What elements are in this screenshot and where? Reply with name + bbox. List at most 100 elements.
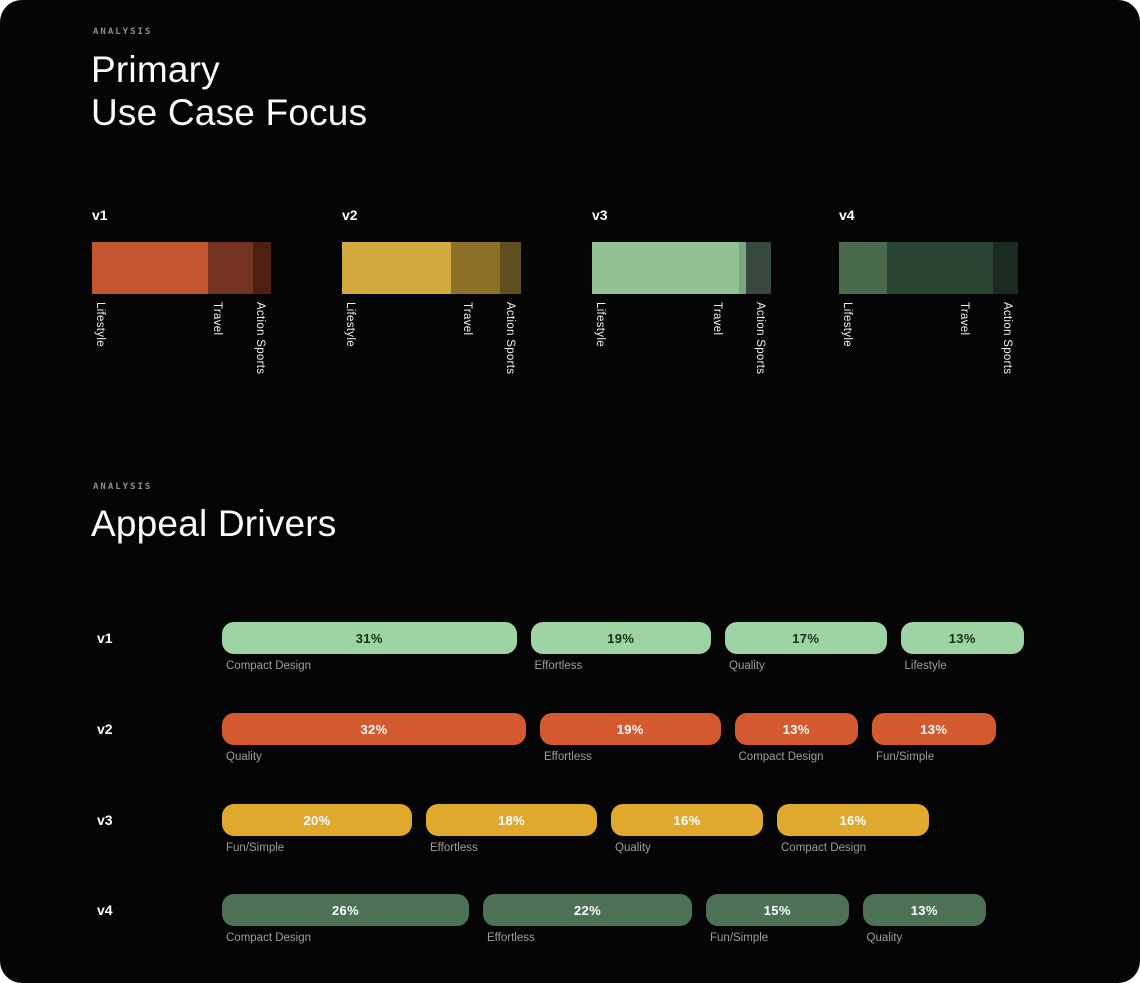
appeal-bar: 22% Effortless xyxy=(483,894,692,944)
pill-label: Compact Design xyxy=(781,842,867,854)
use-case-chart-v3: v3 Lifestyle Travel Action Sports xyxy=(592,207,772,402)
pill-value: 13% xyxy=(910,902,938,918)
appeal-pill: 19% xyxy=(530,622,711,654)
axis-labels: Lifestyle Travel Action Sports xyxy=(342,302,522,402)
bar-segment-travel xyxy=(208,242,254,294)
pill-value: 16% xyxy=(839,812,867,828)
appeal-pill: 19% xyxy=(540,713,721,745)
pill-label: Fun/Simple xyxy=(710,932,769,944)
stacked-bar xyxy=(342,242,521,294)
appeal-bar: 13% Quality xyxy=(862,894,986,944)
appeal-pill: 32% xyxy=(222,713,526,745)
pill-value: 17% xyxy=(792,630,820,646)
pill-label: Compact Design xyxy=(738,751,824,763)
pill-value: 26% xyxy=(332,902,359,918)
use-case-title: Primary Use Case Focus xyxy=(91,48,367,134)
appeal-bar: 13% Fun/Simple xyxy=(872,713,996,763)
use-case-chart-v1: v1 Lifestyle Travel Action Sports xyxy=(92,207,272,402)
pill-label: Effortless xyxy=(534,660,583,672)
pill-label: Fun/Simple xyxy=(876,751,935,763)
appeal-bar: 16% Compact Design xyxy=(777,804,929,854)
bar-segment-travel xyxy=(451,242,500,294)
use-case-eyebrow: ANALYSIS xyxy=(93,27,153,37)
appeal-bar: 17% Quality xyxy=(725,622,887,672)
appeal-row-v1: v1 31% Compact Design 19% Effortless 17%… xyxy=(0,622,1140,682)
bar-segment-lifestyle xyxy=(342,242,452,294)
appeal-bar: 19% Effortless xyxy=(530,622,711,672)
axis-labels: Lifestyle Travel Action Sports xyxy=(92,302,272,402)
pill-track: 20% Fun/Simple 18% Effortless 16% Qualit… xyxy=(222,804,929,854)
bar-segment-travel xyxy=(887,242,993,294)
axis-label-lifestyle: Lifestyle xyxy=(94,302,106,347)
appeal-pill: 13% xyxy=(900,622,1024,654)
pill-value: 19% xyxy=(616,721,644,737)
axis-label-action-sports: Action Sports xyxy=(754,302,766,375)
pill-label: Effortless xyxy=(430,842,478,854)
pill-track: 31% Compact Design 19% Effortless 17% Qu… xyxy=(222,622,1024,672)
pill-value: 18% xyxy=(498,812,525,828)
row-label: v2 xyxy=(97,721,113,737)
appeal-bar: 13% Compact Design xyxy=(734,713,858,763)
appeal-pill: 13% xyxy=(872,713,996,745)
axis-label-travel: Travel xyxy=(958,302,970,336)
appeal-bar: 31% Compact Design xyxy=(222,622,517,672)
appeal-pill: 18% xyxy=(426,804,597,836)
appeal-bar: 18% Effortless xyxy=(426,804,597,854)
bar-segment-action-sports xyxy=(253,242,271,294)
appeal-pill: 20% xyxy=(222,804,412,836)
pill-value: 32% xyxy=(360,721,388,737)
use-case-chart-v2: v2 Lifestyle Travel Action Sports xyxy=(342,207,522,402)
bar-segment-lifestyle xyxy=(592,242,739,294)
appeal-eyebrow: ANALYSIS xyxy=(93,482,153,492)
pill-label: Quality xyxy=(866,932,903,944)
bar-segment-travel xyxy=(738,242,746,294)
pill-value: 20% xyxy=(303,812,331,828)
variant-label: v1 xyxy=(92,207,108,223)
pill-value: 16% xyxy=(673,812,701,828)
variant-label: v2 xyxy=(342,207,358,223)
appeal-bar: 20% Fun/Simple xyxy=(222,804,412,854)
appeal-pill: 17% xyxy=(725,622,887,654)
appeal-bar: 19% Effortless xyxy=(540,713,721,763)
pill-value: 13% xyxy=(782,721,810,737)
variant-label: v3 xyxy=(592,207,608,223)
appeal-pill: 13% xyxy=(734,713,858,745)
use-case-charts: v1 Lifestyle Travel Action Sports v2 Lif… xyxy=(92,207,1052,397)
pill-label: Effortless xyxy=(544,751,592,763)
appeal-bar: 15% Fun/Simple xyxy=(706,894,849,944)
pill-value: 22% xyxy=(574,902,601,918)
appeal-pill: 13% xyxy=(862,894,986,926)
appeal-pill: 15% xyxy=(706,894,849,926)
axis-label-lifestyle: Lifestyle xyxy=(594,302,606,347)
stacked-bar xyxy=(839,242,1018,294)
variant-label: v4 xyxy=(839,207,855,223)
row-label: v1 xyxy=(97,630,113,646)
appeal-bar: 16% Quality xyxy=(611,804,763,854)
row-label: v4 xyxy=(97,902,113,918)
axis-label-action-sports: Action Sports xyxy=(254,302,266,375)
appeal-pill: 22% xyxy=(483,894,692,926)
stacked-bar xyxy=(92,242,271,294)
pill-value: 15% xyxy=(763,902,791,918)
appeal-title: Appeal Drivers xyxy=(91,503,337,544)
pill-value: 13% xyxy=(948,630,976,646)
appeal-bar: 26% Compact Design xyxy=(222,894,469,944)
pill-value: 13% xyxy=(920,721,948,737)
appeal-pill: 31% xyxy=(222,622,517,654)
appeal-row-v4: v4 26% Compact Design 22% Effortless 15%… xyxy=(0,894,1140,954)
axis-label-lifestyle: Lifestyle xyxy=(841,302,853,347)
pill-label: Lifestyle xyxy=(904,660,947,672)
bar-segment-action-sports xyxy=(992,242,1018,294)
bar-segment-action-sports xyxy=(499,242,521,294)
pill-track: 26% Compact Design 22% Effortless 15% Fu… xyxy=(222,894,986,944)
row-label: v3 xyxy=(97,812,113,828)
axis-label-action-sports: Action Sports xyxy=(504,302,516,375)
pill-label: Effortless xyxy=(487,932,535,944)
pill-label: Compact Design xyxy=(226,932,312,944)
pill-label: Compact Design xyxy=(226,660,312,672)
axis-labels: Lifestyle Travel Action Sports xyxy=(592,302,772,402)
axis-label-travel: Travel xyxy=(461,302,473,336)
pill-value: 31% xyxy=(355,630,383,646)
pill-label: Quality xyxy=(615,842,651,854)
